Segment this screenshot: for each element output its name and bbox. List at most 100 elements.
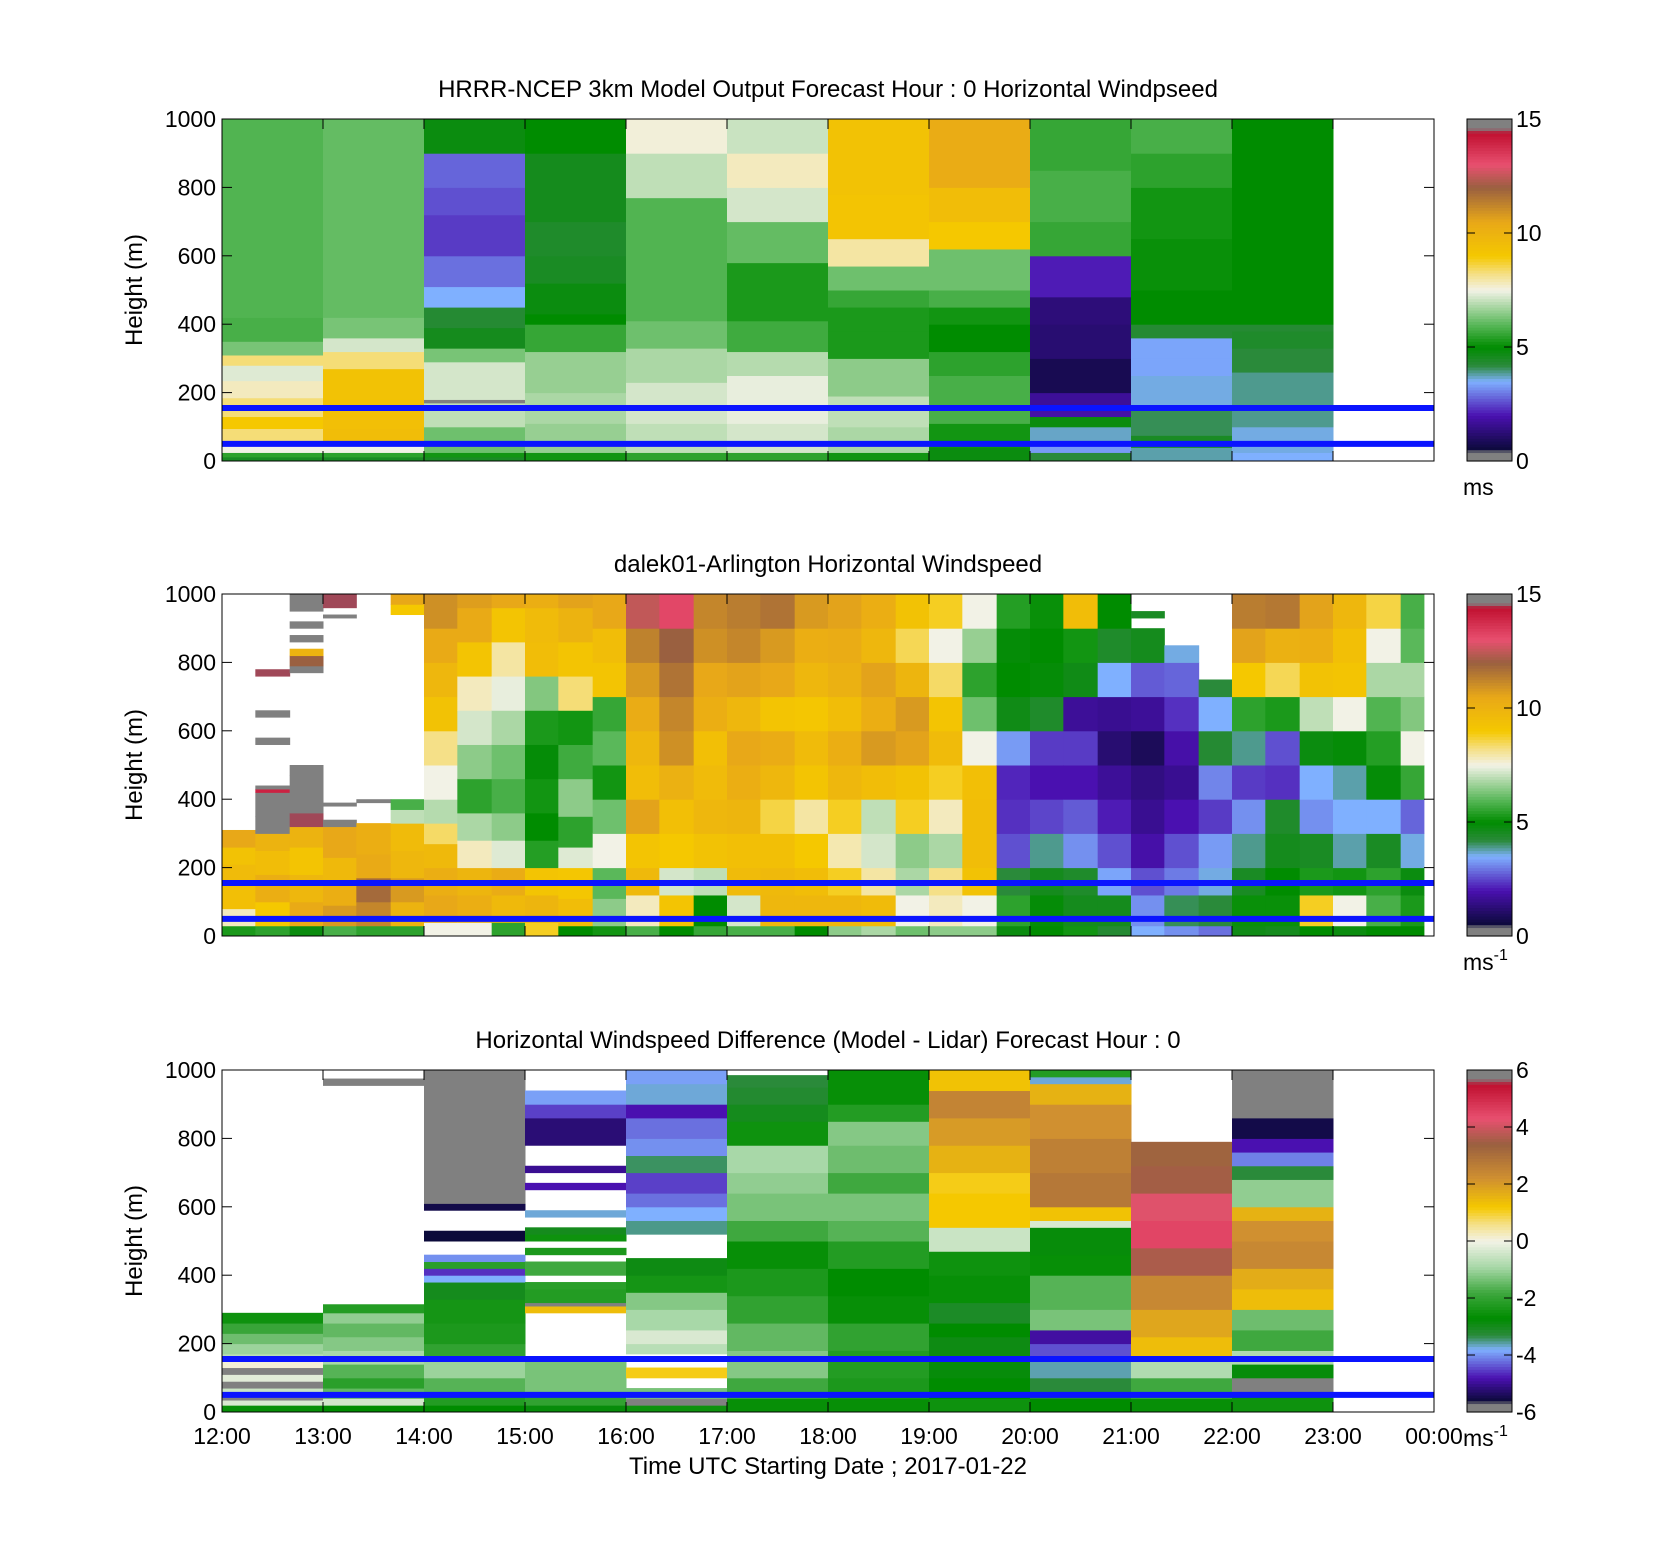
x-tick-label: 22:00 [1203,1423,1261,1449]
heatmap-cell [390,901,425,927]
heatmap-cell [626,1155,728,1174]
colorbar-swatch [1467,653,1512,658]
heatmap-cell [1164,645,1200,663]
colorbar-swatch [1467,596,1512,601]
heatmap-cell [727,351,829,376]
colorbar-swatch [1467,876,1512,880]
heatmap-cell [659,628,695,663]
heatmap-cell [222,925,256,937]
colorbar-swatch [1467,347,1512,351]
heatmap-cell [491,744,526,780]
heatmap-cell [1164,799,1200,834]
colorbar-swatch [1467,1394,1512,1399]
colorbar-swatch [1467,195,1512,200]
heatmap-cell [1030,1398,1132,1413]
colorbar-swatch [1467,779,1512,783]
colorbar-swatch [1467,1241,1512,1245]
x-tick-label: 14:00 [395,1423,453,1449]
colorbar-swatch [1467,1184,1512,1188]
heatmap-cell [1131,1275,1233,1310]
heatmap-cell [592,833,627,869]
heatmap-cell [289,665,324,674]
heatmap-cell [1097,925,1132,937]
heatmap-cell [727,1398,829,1413]
heatmap-cell [424,361,526,400]
heatmap-cell [390,809,425,824]
colorbar-swatch [1467,164,1512,169]
colorbar-swatch [1467,1243,1512,1248]
panel-lidar: dalek01-Arlington Horizontal Windspeed H… [121,551,1542,975]
heatmap-cell [727,1104,829,1122]
colorbar-swatch [1467,1087,1512,1091]
heatmap-cell [1030,426,1132,445]
heatmap-cell [1232,1070,1334,1119]
colorbar-swatch [1467,386,1512,391]
heatmap-cell [424,1070,526,1204]
heatmap-cell [828,1323,930,1351]
colorbar-swatch [1467,275,1512,280]
colorbar-unit-sup: -1 [1494,947,1508,964]
heatmap-cell [1333,594,1367,629]
x-tick-label: 17:00 [698,1423,756,1449]
colorbar-swatch [1467,1260,1512,1265]
colorbar-swatch [1467,426,1512,431]
colorbar-swatch [1467,633,1512,638]
heatmap-cell [659,765,695,800]
heatmap-cell [626,1405,728,1413]
y-tick-label: 600 [178,718,216,744]
heatmap-cell [424,307,526,329]
colorbar-swatch [1467,241,1512,245]
heatmap-cell [1232,1377,1334,1392]
heatmap-cell [929,765,963,800]
colorbar-swatch [1467,859,1512,863]
colorbar-swatch [1467,1152,1512,1157]
colorbar-swatch [1467,1158,1512,1162]
colorbar-swatch [1467,349,1512,354]
colorbar-swatch [1467,312,1512,317]
colorbar-swatch [1467,742,1512,746]
heatmap-cell [525,1227,627,1235]
y-tick-label: 0 [203,1399,216,1425]
heatmap-cell [323,1304,425,1314]
heatmap-cell [659,662,695,698]
heatmap-cell [289,874,324,903]
heatmap-cell [727,925,761,937]
heatmap-cell [1030,730,1064,766]
colorbar-swatch [1467,190,1512,194]
colorbar-swatch [1467,824,1512,829]
heatmap-cell [255,850,291,875]
colorbar-swatch [1467,896,1512,900]
heatmap-cell [457,676,493,711]
colorbar-swatch [1467,705,1512,709]
heatmap-cell [1400,833,1425,869]
x-tick-label: 20:00 [1001,1423,1059,1449]
heatmap-cell [962,730,998,766]
colorbar-swatch [1467,1312,1512,1316]
colorbar-swatch [1467,636,1512,641]
colorbar-swatch [1467,1329,1512,1333]
colorbar-tick-label: -2 [1516,1285,1536,1311]
colorbar-swatch [1467,1369,1512,1373]
colorbar-swatch [1467,1275,1512,1279]
heatmap-cell [760,628,796,663]
heatmap-cell [1232,765,1266,800]
heatmap-cell [962,765,998,800]
heatmap-cell [424,799,458,824]
heatmap-cell [828,1070,930,1105]
colorbar-swatch [1467,421,1512,425]
heatmap-cell [222,317,324,342]
colorbar-swatch [1467,1155,1512,1159]
heatmap-cell [491,812,526,841]
colorbar-swatch [1467,133,1512,137]
colorbar-swatch [1467,184,1512,188]
heatmap-cell [1030,662,1064,698]
heatmap-cell [1030,392,1132,409]
colorbar-swatch [1467,352,1512,357]
colorbar-swatch [1467,238,1512,243]
heatmap-cell [424,119,526,154]
heatmap-cell [1400,925,1425,937]
heatmap-cell [1164,662,1200,698]
heatmap-cell [1232,799,1266,834]
heatmap-cell [525,840,559,869]
colorbar-swatch [1467,324,1512,328]
